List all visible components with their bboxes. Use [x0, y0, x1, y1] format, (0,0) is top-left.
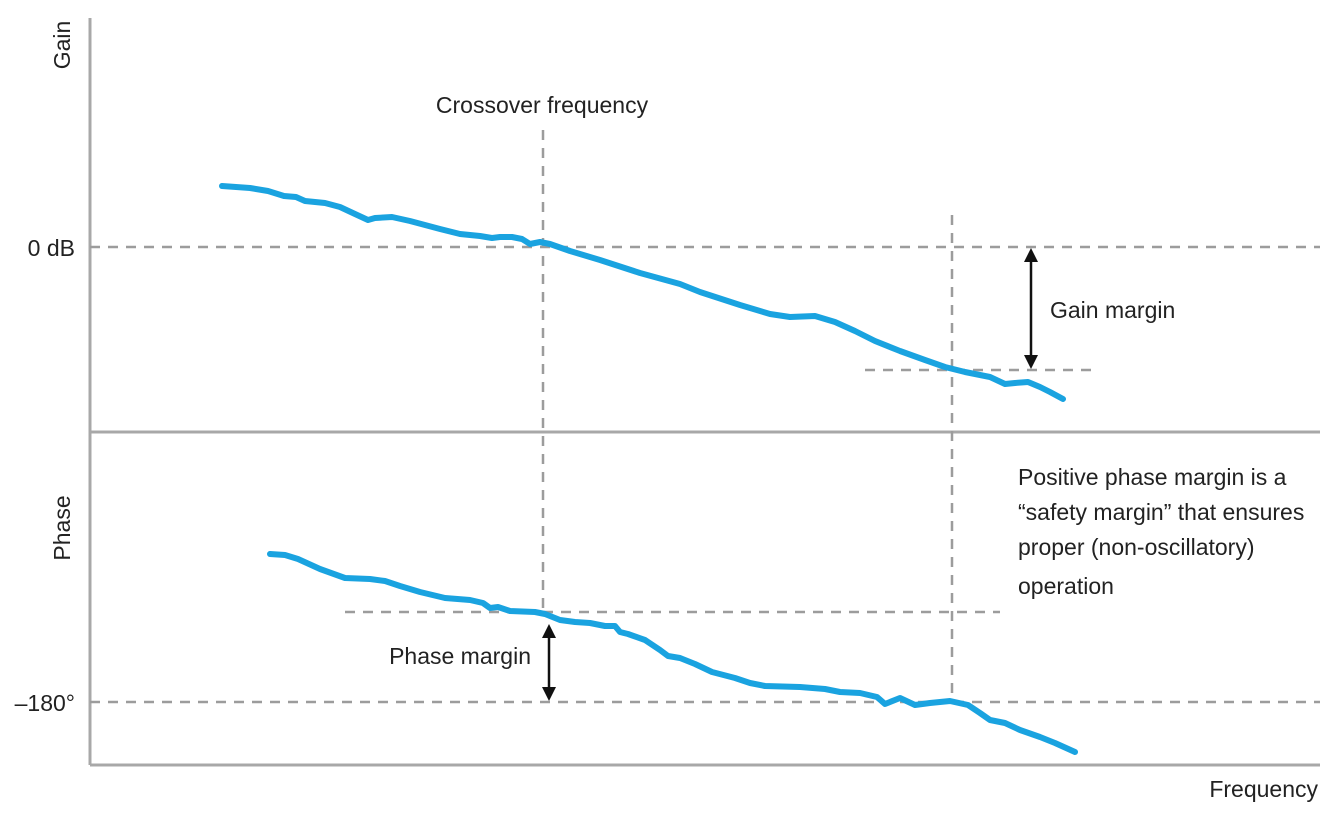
note-line-3: proper (non-oscillatory)	[1018, 534, 1254, 560]
phase-margin-arrowhead-down	[542, 687, 556, 701]
note-line-2: “safety margin” that ensures	[1018, 499, 1304, 525]
gain-margin-arrowhead-down	[1024, 355, 1038, 369]
phase-margin-note: Positive phase margin is a “safety margi…	[1018, 464, 1304, 599]
minus-180-label: –180°	[15, 690, 75, 716]
phase-curve	[267, 551, 1078, 755]
gain-margin-label: Gain margin	[1050, 297, 1175, 323]
gain-margin-arrowhead-up	[1024, 248, 1038, 262]
note-line-1: Positive phase margin is a	[1018, 464, 1287, 490]
crossover-frequency-label: Crossover frequency	[436, 92, 649, 118]
phase-margin-label: Phase margin	[389, 643, 531, 669]
note-line-4: operation	[1018, 573, 1114, 599]
zero-db-label: 0 dB	[28, 235, 75, 261]
frequency-axis-label: Frequency	[1209, 776, 1318, 802]
gain-curve	[219, 183, 1066, 402]
gain-axis-label: Gain	[49, 21, 75, 70]
phase-axis-label: Phase	[49, 495, 75, 560]
phase-margin-arrowhead-up	[542, 624, 556, 638]
